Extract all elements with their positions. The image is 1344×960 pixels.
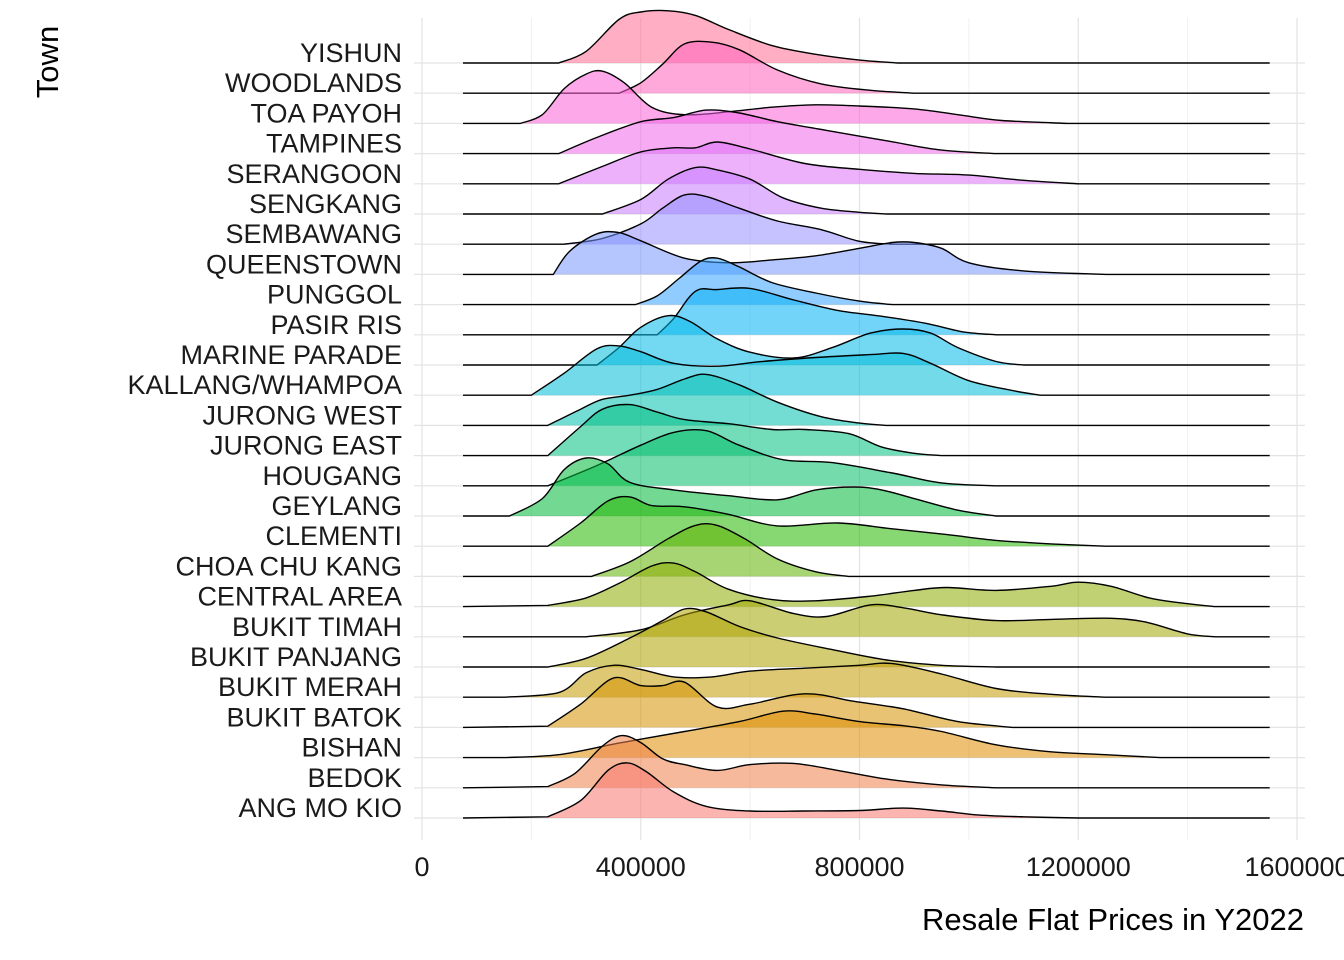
ridge-line-marine-parade: [463, 314, 1270, 366]
y-tick-label-toa-payoh: TOA PAYOH: [250, 98, 402, 128]
y-tick-label-tampines: TAMPINES: [266, 129, 402, 159]
y-tick-label-geylang: GEYLANG: [271, 491, 402, 521]
ridge-pasir-ris: [463, 287, 1270, 336]
ridge-bukit-panjang: [463, 607, 1270, 668]
ridge-hougang: [463, 428, 1270, 487]
ridge-line-bukit-merah: [463, 662, 1270, 698]
ridge-line-sengkang: [463, 166, 1270, 215]
ridge-kallang-whampoa: [463, 344, 1270, 396]
ridge-choa-chu-kang: [463, 522, 1270, 578]
y-tick-label-bukit-batok: BUKIT BATOK: [226, 702, 402, 732]
y-tick-label-serangoon: SERANGOON: [226, 159, 402, 189]
ridge-ang-mo-kio: [462, 762, 1270, 819]
ridge-line-sembawang: [463, 193, 1270, 245]
y-tick-label-jurong-west: JURONG WEST: [203, 400, 403, 430]
y-tick-label-marine-parade: MARINE PARADE: [180, 340, 402, 370]
ridge-geylang: [463, 457, 1270, 517]
ridge-line-bukit-timah: [463, 599, 1270, 638]
x-tick-label-0: 0: [414, 852, 429, 882]
ridge-fill-choa-chu-kang: [591, 523, 849, 577]
y-tick-label-bedok: BEDOK: [307, 763, 402, 793]
y-tick-label-bukit-panjang: BUKIT PANJANG: [190, 642, 402, 672]
ridge-fill-sembawang: [564, 194, 893, 245]
ridge-line-queenstown: [463, 230, 1270, 276]
ridge-fill-ang-mo-kio: [547, 762, 1079, 818]
ridge-fill-woodlands: [618, 41, 915, 94]
y-tick-label-bukit-timah: BUKIT TIMAH: [232, 612, 402, 642]
y-tick-label-yishun: YISHUN: [300, 38, 402, 68]
y-tick-label-sembawang: SEMBAWANG: [225, 219, 402, 249]
ridge-central-area: [462, 561, 1270, 608]
ridge-fill-bukit-panjang: [547, 608, 997, 667]
ridge-line-ang-mo-kio: [462, 762, 1270, 819]
y-tick-label-jurong-east: JURONG EAST: [210, 431, 402, 461]
ridge-line-yishun: [463, 9, 1270, 64]
y-tick-label-hougang: HOUGANG: [262, 461, 402, 491]
y-tick-label-punggol: PUNGGOL: [267, 280, 402, 310]
ridge-bukit-batok: [462, 676, 1270, 729]
x-tick-label-4: 1600000: [1244, 852, 1344, 882]
ridge-bedok: [462, 734, 1270, 789]
ridge-queenstown: [463, 230, 1270, 276]
ridge-fill-central-area: [547, 562, 1215, 607]
ridge-layer: [462, 9, 1270, 819]
ridge-fill-bukit-batok: [547, 677, 1013, 728]
ridge-fill-bedok: [547, 735, 997, 788]
ridge-fill-marine-parade: [597, 315, 1024, 365]
x-tick-label-2: 800000: [814, 852, 904, 882]
ridge-fill-pasir-ris: [657, 287, 997, 335]
ridge-line-woodlands: [463, 40, 1270, 94]
ridge-fill-tampines: [558, 109, 997, 154]
ridge-bukit-merah: [463, 662, 1270, 698]
y-tick-label-choa-chu-kang: CHOA CHU KANG: [175, 551, 402, 581]
y-tick-label-woodlands: WOODLANDS: [225, 68, 402, 98]
y-tick-label-ang-mo-kio: ANG MO KIO: [238, 793, 402, 823]
ridge-line-serangoon: [463, 141, 1270, 185]
ridge-yishun: [463, 9, 1270, 64]
ridge-line-hougang: [463, 428, 1270, 487]
ridge-line-geylang: [463, 457, 1270, 517]
ridge-sembawang: [463, 193, 1270, 245]
ridge-fill-bishan: [504, 710, 1161, 758]
x-tick-label-3: 1200000: [1026, 852, 1131, 882]
ridge-line-kallang-whampoa: [463, 344, 1270, 396]
ridge-line-bukit-batok: [462, 676, 1270, 729]
ridge-line-pasir-ris: [463, 287, 1270, 336]
ridge-fill-kallang-whampoa: [531, 345, 1040, 396]
ridge-toa-payoh: [463, 69, 1270, 125]
y-tick-label-sengkang: SENGKANG: [249, 189, 402, 219]
x-tick-labels: 0 400000 800000 1200000 1600000: [414, 852, 1344, 882]
y-tick-label-bukit-merah: BUKIT MERAH: [218, 672, 402, 702]
ridge-line-punggol: [463, 257, 1270, 306]
ridge-tampines: [463, 109, 1270, 155]
ridge-fill-queenstown: [553, 231, 1106, 275]
y-tick-label-kallang-whampoa: KALLANG/WHAMPOA: [127, 370, 402, 400]
ridge-line-bedok: [462, 734, 1270, 789]
ridge-line-choa-chu-kang: [463, 522, 1270, 578]
ridge-line-bukit-panjang: [463, 607, 1270, 668]
x-axis-title: Resale Flat Prices in Y2022: [922, 902, 1304, 937]
y-tick-label-queenstown: QUEENSTOWN: [206, 249, 402, 279]
y-tick-label-bishan: BISHAN: [301, 733, 402, 763]
ridge-line-jurong-west: [463, 373, 1270, 427]
y-tick-label-clementi: CLEMENTI: [265, 521, 402, 551]
y-tick-label-pasir-ris: PASIR RIS: [270, 310, 402, 340]
ridge-woodlands: [463, 40, 1270, 94]
x-tick-label-1: 400000: [596, 852, 686, 882]
ridge-line-clementi: [463, 495, 1270, 547]
y-tick-label-central-area: CENTRAL AREA: [197, 582, 402, 612]
ridge-marine-parade: [463, 314, 1270, 366]
y-axis-title: Town: [30, 26, 65, 98]
ridge-line-jurong-east: [463, 403, 1270, 457]
ridge-line-tampines: [463, 109, 1270, 155]
ridge-fill-yishun: [558, 10, 898, 63]
ridge-line-central-area: [462, 561, 1270, 608]
